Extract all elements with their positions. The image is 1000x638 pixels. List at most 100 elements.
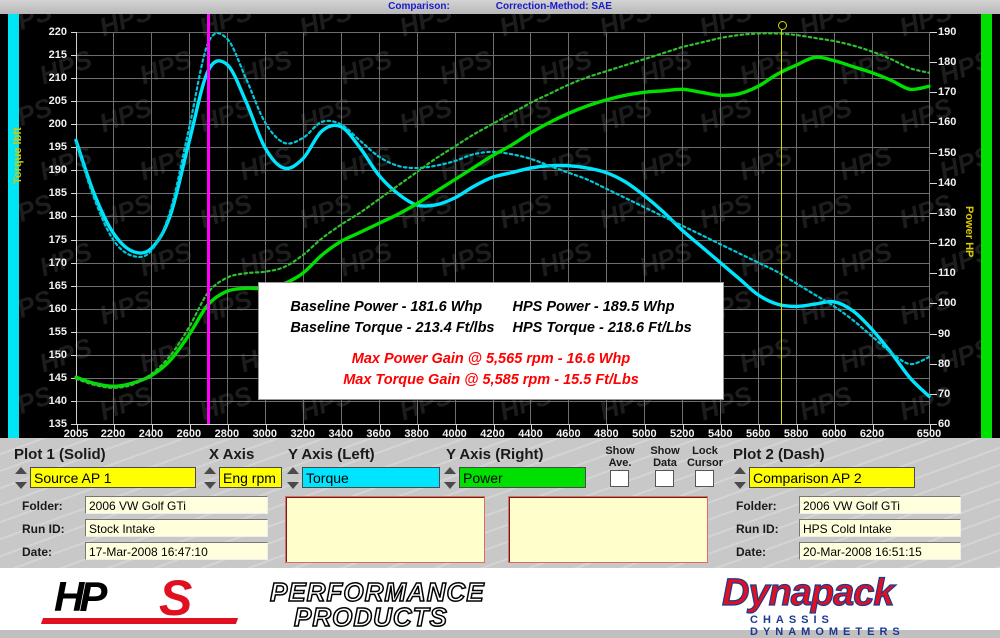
gridline-horizontal: [76, 147, 929, 149]
y-axis-left-tick: [71, 400, 77, 402]
show-data-checkbox[interactable]: [655, 470, 674, 487]
y-axis-left-combo[interactable]: Torque: [302, 467, 440, 488]
window-title-bar: Comparison: Correction-Method: SAE: [0, 0, 1000, 15]
results-legend-box: Baseline Power - 181.6 Whp Baseline Torq…: [258, 282, 724, 400]
x-axis-tick-label: 2200: [100, 428, 126, 438]
plot1-source-spinner[interactable]: [14, 467, 28, 489]
y-axis-right-tick: [930, 363, 937, 365]
x-axis-tick: [341, 424, 343, 430]
y-axis-left-tick-label: 205: [48, 95, 67, 108]
y-axis-right-combo[interactable]: Power: [459, 467, 586, 488]
show-ave-label-line2: Ave.: [608, 457, 632, 469]
y-axis-right-tick-label: 160: [938, 116, 957, 129]
plot2-folder-label: Folder:: [736, 499, 777, 513]
x-axis-tick: [455, 424, 457, 430]
gridline-vertical: [150, 32, 152, 424]
x-axis-header: X Axis: [209, 446, 255, 463]
y-axis-right-tick: [930, 333, 937, 335]
x-axis-tick-label: 2400: [138, 428, 164, 438]
comparison-label: Comparison:: [388, 1, 450, 12]
plot1-date-label: Date:: [22, 545, 53, 559]
x-axis-tick-label: 4800: [594, 428, 619, 438]
x-axis-tick-label: 4600: [556, 428, 581, 438]
x-axis-tick: [607, 424, 609, 430]
x-axis-tick: [835, 424, 837, 430]
gridline-horizontal: [76, 216, 929, 218]
gridline-vertical: [492, 32, 494, 424]
x-axis-tick: [114, 424, 115, 430]
y-axis-right-spinner[interactable]: [443, 467, 457, 489]
dyno-chart[interactable]: HPS HPS HPS HPS HPS HPS HPS HPS HPS HPS HPS HPS HPS H…: [0, 14, 1000, 438]
plot2-runid-field[interactable]: HPS Cold Intake: [799, 519, 961, 537]
plot2-source-spinner[interactable]: [733, 467, 747, 489]
gridline-horizontal: [76, 400, 929, 402]
plot1-data-readout-pane: [285, 496, 485, 563]
y-axis-left-tick-label: 180: [48, 210, 67, 223]
hps-logo-letters: HP: [54, 573, 107, 620]
y-axis-left-tick: [71, 124, 77, 126]
y-axis-left-tick-label: 220: [48, 26, 67, 38]
y-axis-right-tick-label: 90: [938, 327, 951, 340]
y-axis-right-tick-label: 130: [938, 206, 957, 219]
y-axis-right-tick: [930, 62, 937, 64]
x-axis-tick: [683, 424, 685, 430]
x-axis-tick: [759, 424, 761, 430]
x-axis-combo[interactable]: Eng rpm: [219, 467, 282, 488]
right-axis-color-bar: [981, 14, 992, 438]
x-axis-tick: [493, 424, 495, 430]
yellow-cursor-handle[interactable]: [777, 21, 787, 30]
lock-cursor-checkbox[interactable]: [695, 470, 714, 487]
y-axis-left-spinner[interactable]: [286, 467, 300, 489]
y-axis-right-tick-label: 100: [938, 297, 957, 310]
results-top-row: Baseline Power - 181.6 Whp Baseline Torq…: [259, 283, 723, 339]
plot1-runid-field[interactable]: Stock Intake: [85, 519, 268, 537]
dynapack-subtitle-text: CHASSIS DYNAMOMETERS: [750, 614, 905, 638]
y-axis-right-tick: [930, 273, 937, 275]
footer-logos: HP S PERFORMANCE PRODUCTS Dynapack CHASS…: [0, 568, 1000, 638]
plot2-source-combo[interactable]: Comparison AP 2: [749, 467, 915, 488]
plot2-date-field[interactable]: 20-Mar-2008 16:51:15: [799, 542, 961, 560]
x-axis-tick-label: 3200: [290, 428, 315, 438]
x-axis-tick: [151, 424, 153, 430]
x-axis-tick-label: 2800: [214, 428, 240, 438]
gridline-vertical: [720, 32, 722, 424]
show-ave-checkbox[interactable]: [610, 470, 629, 487]
plot2-date-label: Date:: [736, 545, 767, 559]
gridline-horizontal: [76, 32, 929, 33]
x-axis-tick: [189, 424, 191, 430]
x-axis-spinner[interactable]: [203, 467, 217, 489]
gridline-horizontal: [76, 193, 929, 195]
y-axis-right-tick: [930, 424, 937, 425]
y-axis-left-title: Torque lbft: [12, 127, 24, 184]
x-axis-tick: [797, 424, 799, 430]
plot1-source-combo[interactable]: Source AP 1: [30, 467, 196, 488]
yellow-cursor-line[interactable]: [780, 24, 782, 424]
x-axis-tick-label: 5200: [670, 428, 695, 438]
x-axis-tick-label: 5800: [783, 428, 809, 438]
correction-method-label: Correction-Method: SAE: [495, 1, 612, 12]
y-axis-left-tick: [71, 147, 77, 149]
plot1-folder-field[interactable]: 2006 VW Golf GTi: [85, 496, 268, 514]
show-ave-label-line1: Show: [605, 445, 635, 457]
y-axis-left-tick: [71, 424, 77, 425]
y-axis-right-title: Power HP: [963, 206, 975, 258]
left-axis-color-bar: [8, 14, 19, 438]
gridline-horizontal: [76, 78, 929, 80]
y-axis-left-tick-label: 190: [48, 164, 67, 177]
gridline-vertical: [264, 32, 266, 424]
x-axis-tick-label: 4200: [480, 428, 505, 438]
y-axis-right-tick: [930, 152, 937, 154]
show-data-label-line1: Show: [650, 445, 680, 457]
max-torque-gain-text: Max Torque Gain @ 5,585 rpm - 15.5 Ft/Lb…: [343, 372, 639, 388]
x-axis-tick: [77, 424, 78, 430]
y-axis-left-tick: [71, 262, 77, 264]
hps-products-text: PRODUCTS: [293, 601, 448, 633]
hps-performance-text: PERFORMANCE: [269, 576, 485, 608]
hps-torque-text: HPS Torque - 218.6 Ft/Lbs: [512, 320, 692, 336]
plot1-date-field[interactable]: 17-Mar-2008 16:47:10: [85, 542, 268, 560]
magenta-cursor-line[interactable]: [206, 14, 210, 424]
x-axis-tick: [265, 424, 267, 430]
plot2-folder-field[interactable]: 2006 VW Golf GTi: [799, 496, 961, 514]
gridline-vertical: [606, 32, 608, 424]
y-axis-left-tick: [71, 55, 77, 57]
